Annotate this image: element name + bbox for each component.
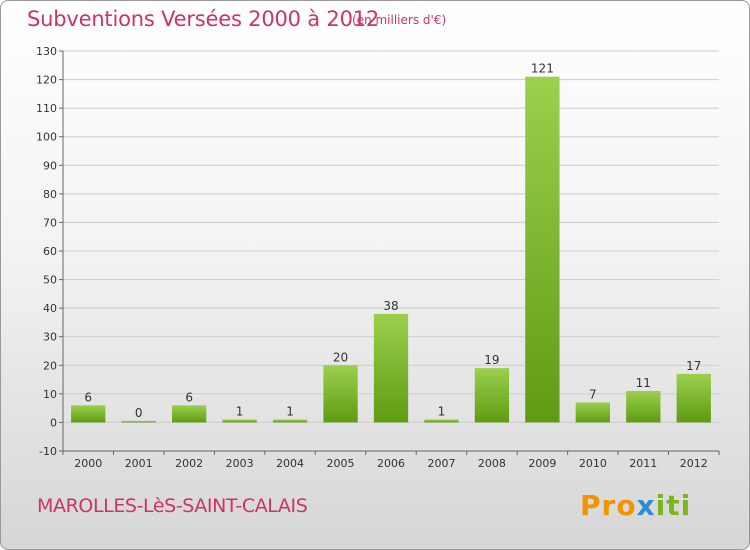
y-tick-label: 120 xyxy=(36,74,57,87)
data-label-2005: 20 xyxy=(333,350,348,364)
x-tick-label: 2009 xyxy=(528,457,556,470)
bar-2005 xyxy=(323,365,358,423)
bar-2006 xyxy=(373,313,409,423)
data-label-2010: 7 xyxy=(589,387,597,401)
bar-2003 xyxy=(222,419,257,423)
y-tick-label: 60 xyxy=(43,245,57,258)
y-tick-label: 110 xyxy=(36,102,57,115)
bar-2004 xyxy=(272,419,308,423)
bar-2011 xyxy=(626,391,661,423)
x-tick-label: 2007 xyxy=(427,457,455,470)
x-tick-label: 2006 xyxy=(377,457,405,470)
data-label-2008: 19 xyxy=(484,353,499,367)
data-label-2009: 121 xyxy=(531,62,554,76)
town-name: MAROLLES-LèS-SAINT-CALAIS xyxy=(37,495,308,517)
x-tick-label: 2008 xyxy=(478,457,506,470)
data-label-2012: 17 xyxy=(686,359,701,373)
data-label-2003: 1 xyxy=(236,405,244,419)
x-tick-label: 2003 xyxy=(226,457,254,470)
x-tick-label: 2001 xyxy=(125,457,153,470)
x-tick-label: 2005 xyxy=(327,457,355,470)
x-tick-label: 2010 xyxy=(579,457,607,470)
x-tick-label: 2012 xyxy=(680,457,708,470)
y-tick-label: 90 xyxy=(43,159,57,172)
data-label-2002: 6 xyxy=(185,390,193,404)
bar-2008 xyxy=(474,368,510,423)
data-label-2011: 11 xyxy=(636,376,651,390)
x-tick-label: 2002 xyxy=(175,457,203,470)
bars xyxy=(71,76,711,423)
y-tick-label: 30 xyxy=(43,331,57,344)
axes xyxy=(59,50,720,455)
x-tick-label: 2004 xyxy=(276,457,304,470)
proxiti-logo[interactable]: Proxiti xyxy=(580,489,691,522)
y-tick-label: 10 xyxy=(43,388,57,401)
bar-2000 xyxy=(71,405,106,423)
y-tick-label: 20 xyxy=(43,359,57,372)
data-label-2001: 0 xyxy=(135,406,143,420)
x-tick-label: 2000 xyxy=(74,457,102,470)
bar-2010 xyxy=(575,402,611,423)
y-tick-label: 70 xyxy=(43,216,57,229)
y-tick-label: 40 xyxy=(43,302,57,315)
y-tick-label: -10 xyxy=(39,445,57,458)
logo-part-1: Pro xyxy=(580,489,637,522)
data-label-2004: 1 xyxy=(286,405,294,419)
data-label-2007: 1 xyxy=(438,405,446,419)
logo-part-3: iti xyxy=(655,489,692,522)
bar-2002 xyxy=(171,405,207,423)
y-tick-label: 80 xyxy=(43,188,57,201)
y-tick-label: 0 xyxy=(50,416,57,429)
logo-part-2: x xyxy=(636,489,656,522)
bar-2001 xyxy=(121,420,156,423)
y-tick-label: 130 xyxy=(36,45,57,58)
data-label-2006: 38 xyxy=(383,299,398,313)
chart-subtitle: (en milliers d'€) xyxy=(352,13,447,27)
bar-2009 xyxy=(525,76,560,423)
x-tick-label: 2011 xyxy=(629,457,657,470)
data-label-2000: 6 xyxy=(84,390,92,404)
labels: -100102030405060708090100110120130620000… xyxy=(36,45,708,470)
y-tick-label: 100 xyxy=(36,131,57,144)
bar-2007 xyxy=(424,419,459,423)
chart-title: Subventions Versées 2000 à 2012 xyxy=(27,7,380,31)
y-tick-label: 50 xyxy=(43,274,57,287)
bar-2012 xyxy=(676,373,711,423)
